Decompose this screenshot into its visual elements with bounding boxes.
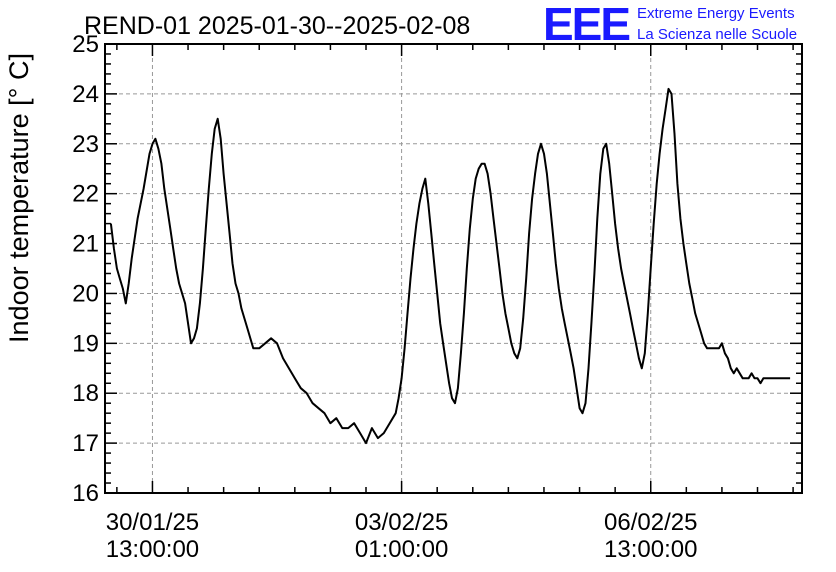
axis-ticks <box>105 43 802 494</box>
x-tick-label-date: 06/02/25 <box>604 509 697 536</box>
logo-line-2: La Scienza nelle Scuole <box>637 26 797 43</box>
grid-lines <box>105 44 802 493</box>
eee-logo: EEE Extreme Energy Events La Scienza nel… <box>543 0 797 50</box>
y-tick-label: 23 <box>72 131 99 158</box>
y-tick-label: 25 <box>72 31 99 58</box>
y-tick-label: 20 <box>72 280 99 307</box>
y-tick-label: 16 <box>72 480 99 507</box>
x-tick-label-time: 01:00:00 <box>355 536 448 563</box>
y-tick-label: 17 <box>72 430 99 457</box>
x-tick-label-date: 30/01/25 <box>106 509 199 536</box>
eee-logo-mark: EEE <box>543 0 629 50</box>
temperature-series-line <box>109 87 791 445</box>
plot-frame <box>104 43 803 494</box>
logo-line-1: Extreme Energy Events <box>637 5 795 22</box>
y-tick-label: 19 <box>72 330 99 357</box>
chart-title: REND-01 2025-01-30--2025-02-08 <box>84 12 470 40</box>
y-tick-labels: 16 17 18 19 20 21 22 23 24 25 <box>72 31 99 507</box>
y-tick-label: 22 <box>72 181 99 208</box>
y-tick-label: 24 <box>72 81 99 108</box>
x-tick-label-time: 13:00:00 <box>106 536 199 563</box>
x-tick-labels: 30/01/2513:00:0003/02/2501:00:0006/02/25… <box>106 509 698 563</box>
y-tick-label: 18 <box>72 380 99 407</box>
y-tick-label: 21 <box>72 231 99 258</box>
y-axis-label: Indoor temperature [° C] <box>4 53 34 343</box>
x-tick-label-date: 03/02/25 <box>355 509 448 536</box>
x-tick-label-time: 13:00:00 <box>604 536 697 563</box>
